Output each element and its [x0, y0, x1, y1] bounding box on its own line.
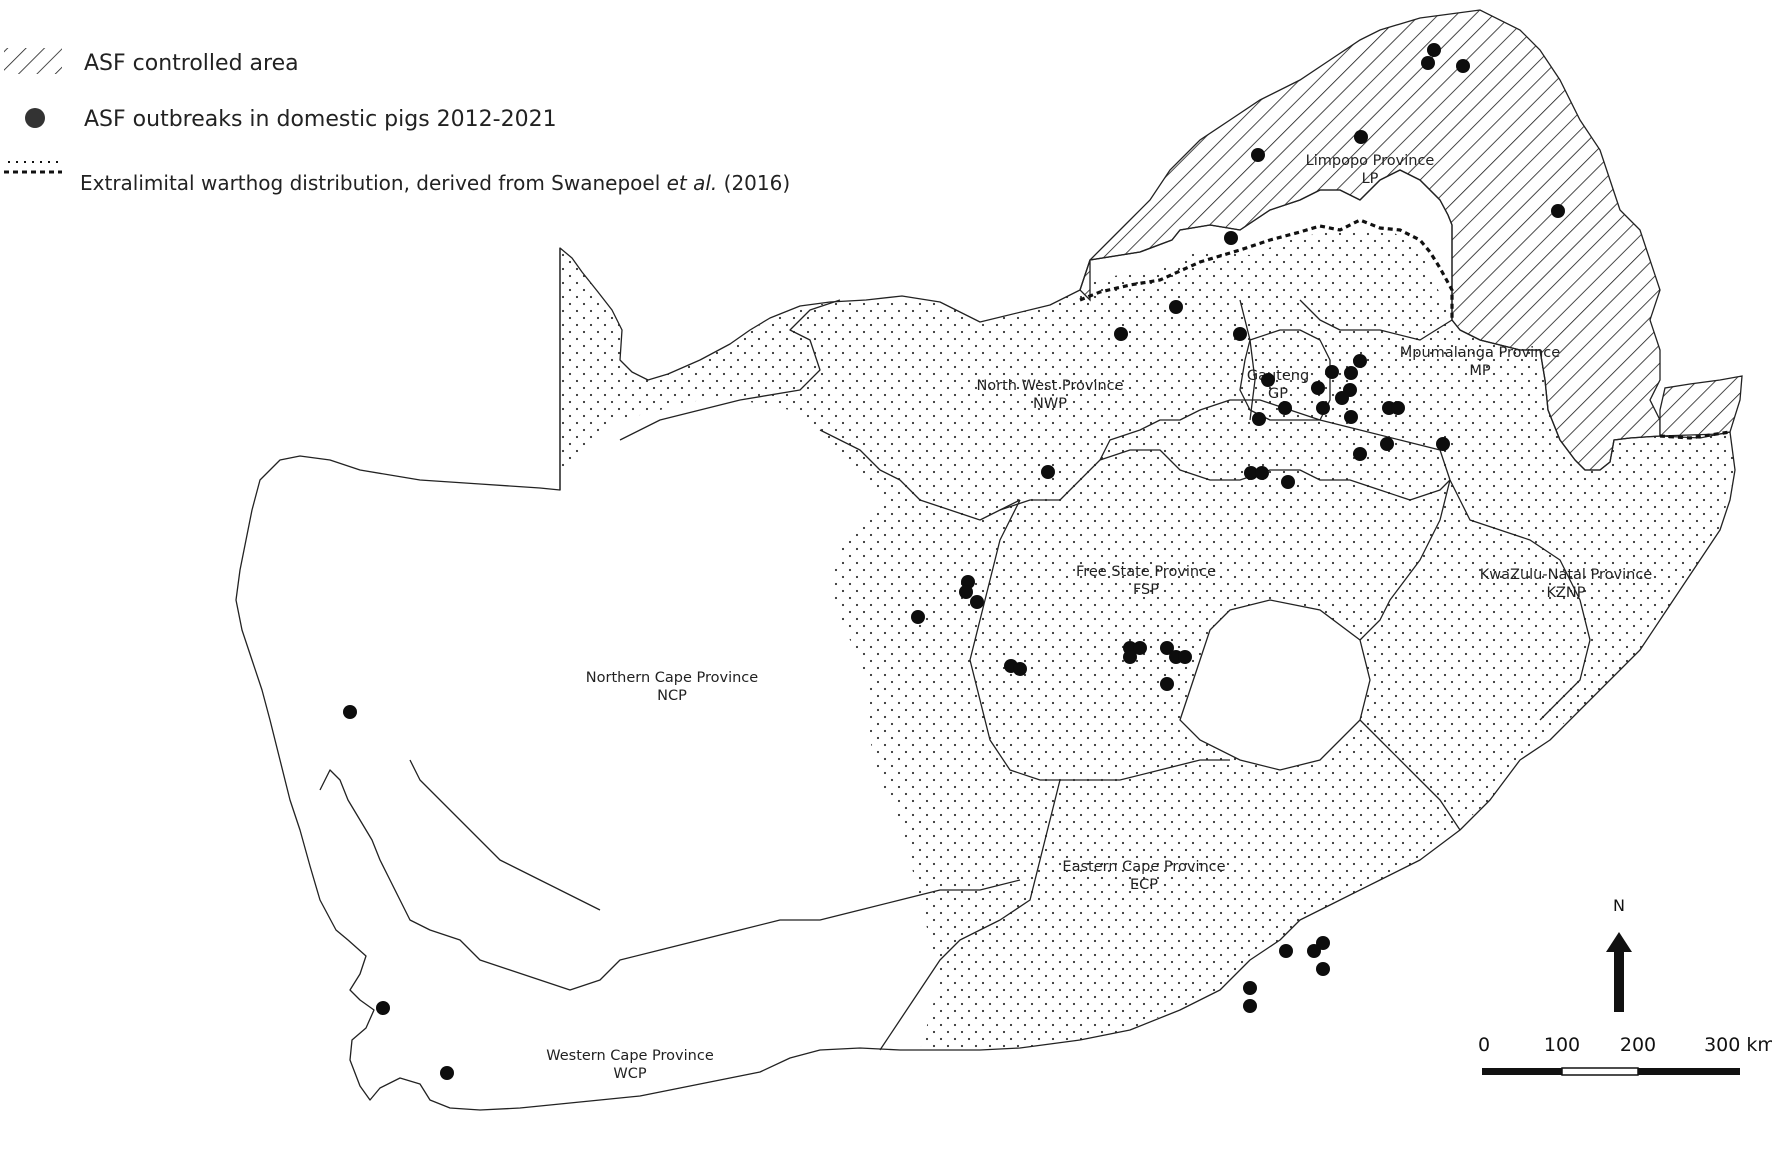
legend-dotted-swatch [4, 161, 62, 174]
scale-tick-0: 0 [1478, 1034, 1490, 1056]
outbreak-marker [1335, 391, 1349, 405]
outbreak-marker [440, 1066, 454, 1080]
label-lp-abbr: LP [1362, 171, 1379, 187]
north-label: N [1613, 896, 1625, 915]
scale-segment-1 [1482, 1068, 1562, 1075]
map-area: Limpopo Province LP Mpumalanga Province … [235, 9, 1743, 1111]
outbreak-marker [1255, 466, 1269, 480]
label-lp-name: Limpopo Province [1306, 153, 1435, 169]
label-mp-name: Mpumalanga Province [1400, 345, 1560, 361]
outbreak-marker [1456, 59, 1470, 73]
label-kznp-name: KwaZulu-Natal Province [1480, 567, 1653, 583]
label-ecp-abbr: ECP [1130, 877, 1158, 893]
scale-segment-2 [1561, 1067, 1639, 1076]
scale-segment-3 [1638, 1068, 1740, 1075]
outbreak-marker [1013, 662, 1027, 676]
outbreak-marker [1311, 381, 1325, 395]
outbreak-marker [970, 595, 984, 609]
legend-asf-area: ASF controlled area [4, 48, 299, 76]
legend-hatch-swatch [4, 48, 62, 74]
north-arrow-icon [1606, 932, 1632, 952]
scale-tick-200: 200 [1620, 1034, 1656, 1056]
lesotho [1179, 599, 1371, 771]
label-nwp-abbr: NWP [1033, 396, 1067, 412]
legend: ASF controlled area ASF outbreaks in dom… [4, 48, 790, 195]
outbreak-marker [1233, 327, 1247, 341]
outbreak-marker [1224, 231, 1238, 245]
outbreak-marker [1354, 130, 1368, 144]
north-arrow: N [1606, 896, 1632, 1012]
label-ecp-name: Eastern Cape Province [1062, 859, 1225, 875]
label-ncp-abbr: NCP [657, 688, 687, 704]
warthog-boundary-east [1659, 430, 1731, 440]
legend-outbreaks-label: ASF outbreaks in domestic pigs 2012-2021 [84, 107, 557, 132]
outbreak-marker [343, 705, 357, 719]
outbreak-marker [1316, 936, 1330, 950]
outbreak-marker [1380, 437, 1394, 451]
label-wcp-name: Western Cape Province [546, 1048, 714, 1064]
outbreak-marker [1353, 354, 1367, 368]
label-fsp-name: Free State Province [1076, 564, 1216, 580]
outbreak-marker [1344, 410, 1358, 424]
legend-dot-swatch [25, 108, 45, 128]
outbreak-marker [1325, 365, 1339, 379]
outbreak-marker [1114, 327, 1128, 341]
outbreak-marker [1278, 401, 1292, 415]
outbreak-marker [1436, 437, 1450, 451]
outbreak-marker [959, 585, 973, 599]
outbreak-marker [1133, 641, 1147, 655]
province-borders [319, 248, 1591, 1051]
outbreak-marker [1123, 650, 1137, 664]
outbreak-marker [1243, 981, 1257, 995]
outbreak-marker [1279, 944, 1293, 958]
outbreak-marker [376, 1001, 390, 1015]
outbreak-marker [1353, 447, 1367, 461]
label-wcp-abbr: WCP [613, 1066, 646, 1082]
outbreak-marker [1244, 466, 1258, 480]
label-kznp-abbr: KZNP [1546, 585, 1585, 601]
outbreak-marker [1344, 366, 1358, 380]
outbreak-marker [1178, 650, 1192, 664]
outbreak-marker [1391, 401, 1405, 415]
label-nwp-name: North West Province [976, 378, 1123, 394]
legend-warthog: Extralimital warthog distribution, deriv… [4, 161, 790, 195]
outbreak-marker [1251, 148, 1265, 162]
legend-outbreaks: ASF outbreaks in domestic pigs 2012-2021 [25, 107, 557, 132]
label-gp-name: Gauteng [1247, 368, 1309, 384]
outbreak-marker [1427, 43, 1441, 57]
label-ncp-name: Northern Cape Province [586, 670, 759, 686]
outbreak-marker [1041, 465, 1055, 479]
scale-end-label: 300 km [1704, 1034, 1772, 1056]
outbreak-marker [1169, 300, 1183, 314]
outbreak-marker [1160, 641, 1174, 655]
outbreak-marker [1261, 373, 1275, 387]
outbreak-marker [1421, 56, 1435, 70]
outbreak-markers [343, 43, 1565, 1080]
label-gp-abbr: GP [1268, 386, 1288, 402]
province-labels: Limpopo Province LP Mpumalanga Province … [546, 153, 1652, 1082]
warthog-boundary [1079, 218, 1454, 320]
warthog-distribution-area [560, 228, 1735, 1050]
label-mp-abbr: MP [1469, 363, 1491, 379]
legend-asf-area-label: ASF controlled area [84, 51, 299, 76]
scale-bar: 0 100 200 300 km [1478, 1034, 1772, 1076]
outbreak-marker [1316, 962, 1330, 976]
outbreak-marker [1160, 677, 1174, 691]
label-fsp-abbr: FSP [1133, 582, 1159, 598]
legend-warthog-label: Extralimital warthog distribution, deriv… [80, 171, 790, 195]
outbreak-marker [1281, 475, 1295, 489]
outbreak-marker [1307, 944, 1321, 958]
north-arrow-shaft [1614, 950, 1624, 1012]
outbreak-marker [1243, 999, 1257, 1013]
outbreak-marker [911, 610, 925, 624]
outbreak-marker [1252, 412, 1266, 426]
scale-tick-100: 100 [1544, 1034, 1580, 1056]
outbreak-marker [1316, 401, 1330, 415]
outbreak-marker [1551, 204, 1565, 218]
